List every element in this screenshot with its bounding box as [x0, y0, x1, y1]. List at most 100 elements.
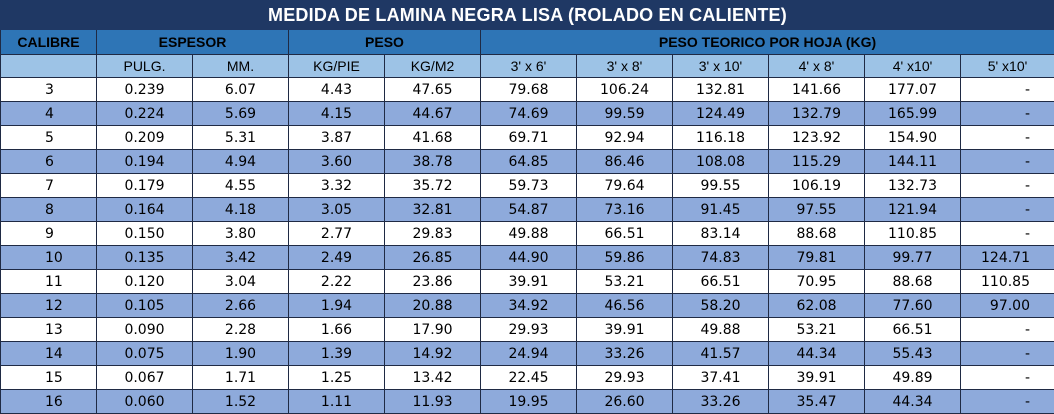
cell-calibre: 11 [1, 270, 97, 294]
cell-w-4x8: 44.34 [769, 342, 865, 366]
cell-w-4x8: 123.92 [769, 126, 865, 150]
cell-mm: 5.31 [193, 126, 289, 150]
cell-w-3x6: 54.87 [481, 198, 577, 222]
cell-kg-pie: 1.25 [289, 366, 385, 390]
cell-pulg: 0.239 [97, 78, 193, 102]
cell-w-5x10: - [961, 390, 1054, 414]
cell-kg-pie: 1.39 [289, 342, 385, 366]
cell-w-4x10: 66.51 [865, 318, 961, 342]
cell-mm: 4.18 [193, 198, 289, 222]
cell-w-3x10: 108.08 [673, 150, 769, 174]
subheader-3x6: 3' x 6' [481, 55, 577, 78]
cell-mm: 6.07 [193, 78, 289, 102]
cell-kg-m2: 35.72 [385, 174, 481, 198]
cell-kg-pie: 4.43 [289, 78, 385, 102]
table-title: MEDIDA DE LAMINA NEGRA LISA (ROLADO EN C… [1, 1, 1054, 30]
cell-kg-m2: 41.68 [385, 126, 481, 150]
cell-calibre: 6 [1, 150, 97, 174]
cell-w-5x10: - [961, 126, 1054, 150]
cell-pulg: 0.209 [97, 126, 193, 150]
cell-calibre: 3 [1, 78, 97, 102]
cell-w-3x10: 74.83 [673, 246, 769, 270]
cell-w-3x8: 86.46 [577, 150, 673, 174]
cell-w-4x10: 55.43 [865, 342, 961, 366]
cell-w-4x8: 70.95 [769, 270, 865, 294]
cell-w-5x10: - [961, 366, 1054, 390]
cell-calibre: 16 [1, 390, 97, 414]
cell-w-3x6: 74.69 [481, 102, 577, 126]
cell-w-4x10: 88.68 [865, 270, 961, 294]
cell-kg-m2: 17.90 [385, 318, 481, 342]
cell-w-3x8: 99.59 [577, 102, 673, 126]
cell-w-3x6: 44.90 [481, 246, 577, 270]
cell-kg-m2: 20.88 [385, 294, 481, 318]
cell-w-5x10: - [961, 222, 1054, 246]
cell-calibre: 13 [1, 318, 97, 342]
cell-kg-m2: 26.85 [385, 246, 481, 270]
cell-w-4x10: 44.34 [865, 390, 961, 414]
cell-kg-pie: 2.22 [289, 270, 385, 294]
cell-w-3x8: 46.56 [577, 294, 673, 318]
cell-calibre: 10 [1, 246, 97, 270]
cell-pulg: 0.179 [97, 174, 193, 198]
cell-pulg: 0.075 [97, 342, 193, 366]
subheader-5x10: 5' x10' [961, 55, 1054, 78]
cell-w-4x8: 53.21 [769, 318, 865, 342]
cell-w-5x10: 124.71 [961, 246, 1054, 270]
cell-kg-pie: 3.32 [289, 174, 385, 198]
cell-w-5x10: - [961, 174, 1054, 198]
cell-mm: 3.42 [193, 246, 289, 270]
subheader-blank [1, 55, 97, 78]
cell-w-3x8: 33.26 [577, 342, 673, 366]
cell-w-4x8: 106.19 [769, 174, 865, 198]
header-espesor: ESPESOR [97, 30, 289, 55]
cell-w-4x10: 77.60 [865, 294, 961, 318]
cell-kg-m2: 32.81 [385, 198, 481, 222]
cell-w-4x10: 154.90 [865, 126, 961, 150]
cell-w-4x10: 99.77 [865, 246, 961, 270]
cell-pulg: 0.135 [97, 246, 193, 270]
header-row: CALIBRE ESPESOR PESO PESO TEORICO POR HO… [1, 30, 1054, 55]
cell-w-4x10: 165.99 [865, 102, 961, 126]
cell-mm: 2.66 [193, 294, 289, 318]
cell-w-4x8: 132.79 [769, 102, 865, 126]
cell-w-5x10: - [961, 150, 1054, 174]
cell-mm: 5.69 [193, 102, 289, 126]
cell-mm: 3.80 [193, 222, 289, 246]
cell-kg-pie: 3.05 [289, 198, 385, 222]
cell-mm: 4.94 [193, 150, 289, 174]
cell-pulg: 0.090 [97, 318, 193, 342]
cell-w-3x10: 91.45 [673, 198, 769, 222]
cell-kg-pie: 2.49 [289, 246, 385, 270]
cell-w-4x10: 177.07 [865, 78, 961, 102]
cell-w-4x10: 49.89 [865, 366, 961, 390]
cell-w-3x6: 34.92 [481, 294, 577, 318]
cell-w-3x10: 49.88 [673, 318, 769, 342]
cell-w-3x10: 41.57 [673, 342, 769, 366]
cell-w-3x8: 29.93 [577, 366, 673, 390]
cell-pulg: 0.120 [97, 270, 193, 294]
cell-w-5x10: - [961, 102, 1054, 126]
cell-w-3x6: 24.94 [481, 342, 577, 366]
cell-kg-m2: 14.92 [385, 342, 481, 366]
cell-pulg: 0.060 [97, 390, 193, 414]
cell-w-3x8: 59.86 [577, 246, 673, 270]
cell-kg-m2: 38.78 [385, 150, 481, 174]
cell-w-4x10: 121.94 [865, 198, 961, 222]
cell-w-3x6: 22.45 [481, 366, 577, 390]
subheader-kg-pie: KG/PIE [289, 55, 385, 78]
cell-w-4x8: 88.68 [769, 222, 865, 246]
cell-mm: 3.04 [193, 270, 289, 294]
cell-mm: 2.28 [193, 318, 289, 342]
cell-w-3x10: 83.14 [673, 222, 769, 246]
